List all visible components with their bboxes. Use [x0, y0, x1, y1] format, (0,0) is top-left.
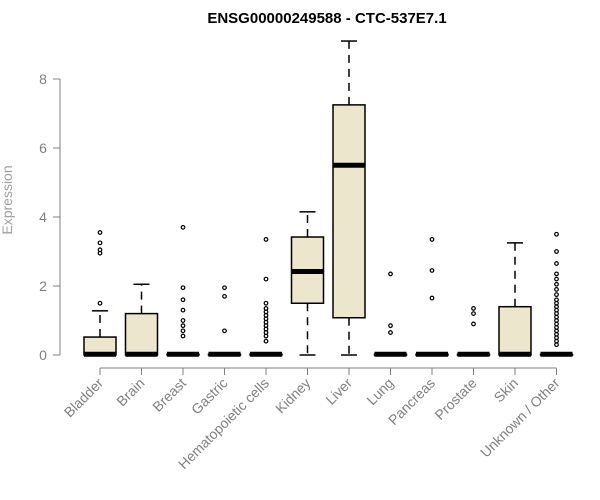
outlier-point [554, 231, 559, 237]
box-liver [332, 40, 366, 356]
outlier-point [180, 318, 186, 323]
x-tick-label: Prostate [431, 375, 479, 423]
outlier-point [222, 328, 227, 334]
x-tick-label: Brain [113, 375, 147, 409]
outlier-point [554, 297, 559, 303]
y-axis-label: Expression [0, 165, 15, 234]
x-tick-label: Kidney [272, 375, 314, 417]
y-tick-label: 6 [39, 140, 47, 156]
box-unknown-other [539, 231, 574, 357]
outlier-point [554, 292, 559, 298]
outlier-point [388, 330, 393, 335]
box-hematopoietic-cells [249, 237, 283, 357]
box-prostate [456, 306, 491, 357]
outlier-point [180, 307, 186, 313]
outlier-point [429, 295, 435, 301]
box-body [498, 305, 532, 356]
y-tick-label: 0 [39, 347, 47, 363]
outlier-point [429, 268, 435, 273]
outlier-point [180, 323, 186, 329]
outlier-point [388, 271, 393, 277]
outlier-point [180, 328, 186, 334]
y-tick-label: 8 [39, 71, 47, 87]
outlier-point [554, 281, 559, 287]
box-kidney [290, 211, 325, 356]
outlier-point [180, 285, 186, 291]
box-body [124, 312, 159, 356]
x-tick-label: Breast [149, 375, 189, 415]
box-breast [166, 224, 200, 357]
outlier-point [180, 297, 186, 303]
outlier-point [554, 261, 559, 266]
outlier-point [429, 237, 435, 242]
outlier-point [263, 300, 269, 306]
x-tick-label: Bladder [61, 375, 107, 421]
outlier-point [554, 249, 559, 254]
outlier-point [471, 306, 476, 311]
boxes-group [83, 40, 574, 357]
outlier-point [180, 224, 186, 230]
outlier-point [222, 293, 227, 299]
outlier-point [97, 247, 103, 253]
outlier-point [263, 237, 269, 242]
x-tick-label: Liver [322, 375, 355, 408]
y-tick-label: 2 [39, 278, 47, 294]
outlier-point [222, 285, 227, 291]
chart-title: ENSG00000249588 - CTC-537E7.1 [207, 10, 446, 27]
box-pancreas [415, 237, 449, 357]
outlier-point [97, 230, 103, 235]
outlier-point [554, 271, 559, 277]
box-bladder [83, 230, 117, 357]
x-tick-label: Unknown / Other [477, 375, 563, 461]
box-body [332, 104, 366, 319]
outlier-point [554, 287, 559, 292]
box-gastric [207, 285, 242, 357]
outlier-point [471, 311, 476, 317]
outlier-point [388, 323, 393, 329]
x-tick-label: Skin [491, 375, 522, 406]
outlier-point [263, 276, 269, 282]
outlier-point [97, 240, 103, 246]
y-tick-label: 4 [39, 209, 47, 225]
outlier-point [97, 300, 103, 306]
box-lung [373, 271, 408, 357]
outlier-point [263, 338, 269, 344]
outlier-point [554, 276, 559, 282]
outlier-point [180, 333, 186, 339]
box-brain [124, 283, 159, 357]
outlier-point [471, 321, 476, 327]
x-tick-label: Lung [363, 375, 396, 408]
box-skin [498, 242, 532, 357]
outlier-point [263, 306, 269, 311]
